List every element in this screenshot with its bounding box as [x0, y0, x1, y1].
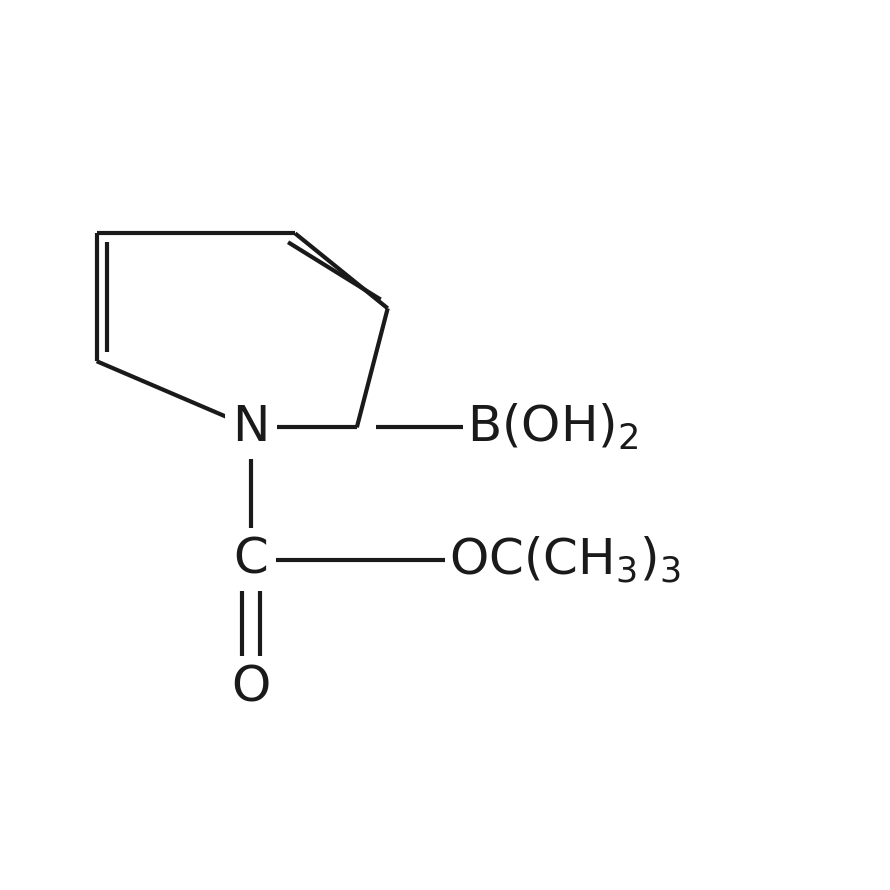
Text: OC(CH$_3$)$_3$: OC(CH$_3$)$_3$ [449, 534, 681, 585]
Text: N: N [232, 403, 270, 451]
Text: C: C [233, 536, 269, 584]
Text: O: O [231, 663, 271, 711]
Text: B(OH)$_2$: B(OH)$_2$ [467, 402, 639, 452]
